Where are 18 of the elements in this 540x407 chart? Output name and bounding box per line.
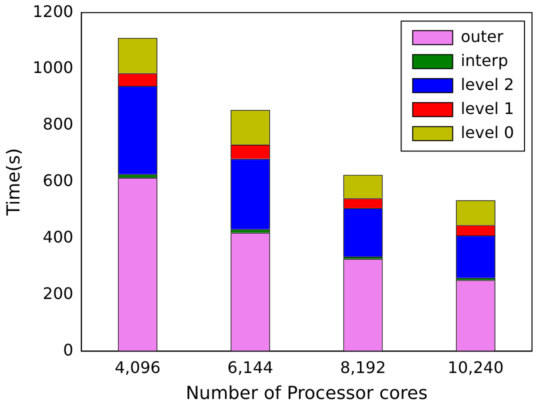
x-tick-label: 4,096 [114,358,161,377]
legend-label: level 1 [460,98,514,118]
legend-label: interp [460,50,508,70]
legend-label: level 0 [460,122,514,142]
y-tick-label: 600 [42,171,74,190]
legend-label: level 2 [460,74,514,94]
x-tick-label: 8,192 [340,358,386,377]
legend-label: outer [460,26,504,46]
x-tick-label: 10,240 [448,358,504,377]
y-tick-label: 800 [42,114,74,134]
y-tick-label: 0 [63,340,74,360]
y-tick-label: 1000 [32,58,74,78]
y-tick-label: 1200 [32,2,74,21]
x-tick-label: 6,144 [227,358,274,377]
y-tick-label: 200 [42,284,74,303]
x-axis-title: Number of Processor cores [186,382,428,404]
y-axis-title: Time(s) [3,148,24,217]
y-tick-label: 400 [42,227,74,246]
